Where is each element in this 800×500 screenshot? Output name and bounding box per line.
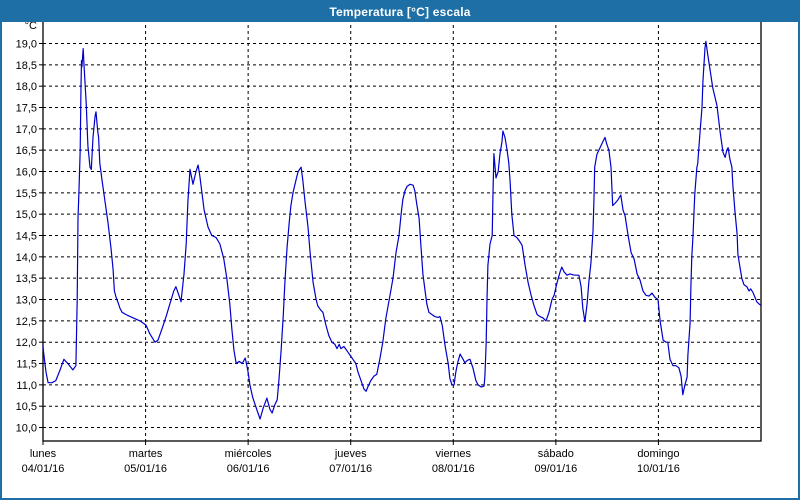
y-axis-label: 18,5 (16, 60, 37, 72)
y-axis-label: 14,0 (16, 252, 37, 264)
x-date-label: 10/01/16 (637, 463, 680, 475)
y-axis-label: 18,0 (16, 81, 37, 93)
temperature-line (42, 40, 762, 420)
plot-frame (42, 18, 762, 442)
y-axis-label: 16,0 (16, 167, 37, 179)
x-day-label: viernes (436, 448, 472, 460)
y-axis-label: 12,5 (16, 316, 37, 328)
y-axis-label: 12,0 (16, 337, 37, 349)
x-date-label: 05/01/16 (124, 463, 167, 475)
y-axis-label: 10,0 (16, 423, 37, 435)
y-axis-label: 13,5 (16, 273, 37, 285)
y-axis-label: 15,5 (16, 188, 37, 200)
x-date-label: 08/01/16 (432, 463, 475, 475)
y-axis-label: 16,5 (16, 145, 37, 157)
y-axis-label: 10,5 (16, 401, 37, 413)
y-axis-unit-label: °C (25, 20, 37, 32)
x-date-label: 07/01/16 (329, 463, 372, 475)
y-axis-label: 15,0 (16, 209, 37, 221)
x-day-label: miércoles (225, 448, 273, 460)
x-date-label: 04/01/16 (22, 463, 65, 475)
y-axis-label: 17,5 (16, 103, 37, 115)
y-axis-label: 11,0 (16, 380, 37, 392)
x-day-label: martes (129, 448, 163, 460)
x-day-label: domingo (637, 448, 679, 460)
y-axis-label: 11,5 (16, 359, 37, 371)
y-axis-label: 14,5 (16, 231, 37, 243)
x-day-label: jueves (334, 448, 367, 460)
x-day-label: sábado (538, 448, 574, 460)
y-axis-label: 17,0 (16, 124, 37, 136)
x-date-label: 09/01/16 (534, 463, 577, 475)
x-date-label: 06/01/16 (227, 463, 270, 475)
x-day-label: lunes (30, 448, 57, 460)
y-axis-label: 19,0 (16, 39, 37, 51)
y-axis-label: 13,0 (16, 295, 37, 307)
window-titlebar: Temperatura [°C] escala (2, 2, 798, 22)
window-title: Temperatura [°C] escala (329, 5, 471, 19)
